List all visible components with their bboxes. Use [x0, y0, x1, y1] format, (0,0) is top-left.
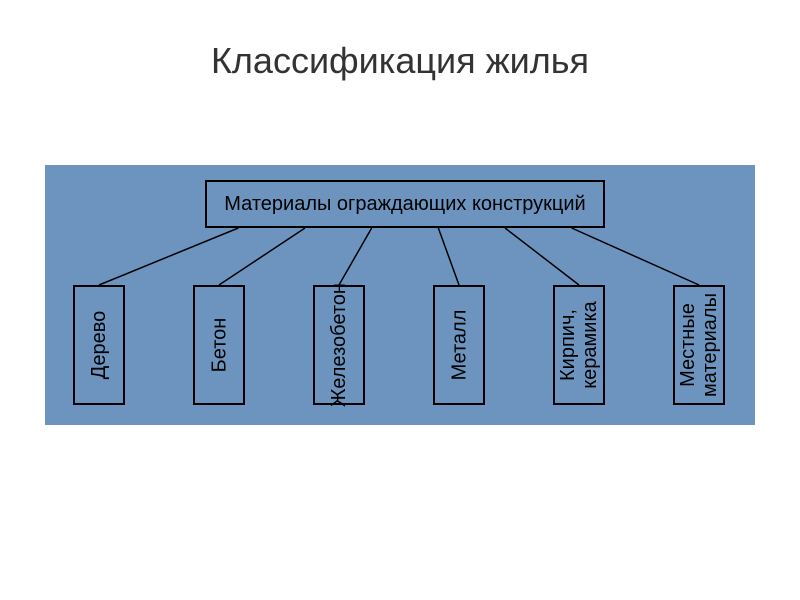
child-node: Металл — [433, 285, 485, 405]
child-node: Кирпич,керамика — [553, 285, 605, 405]
child-label: Бетон — [208, 318, 230, 373]
child-node: Железобетон — [313, 285, 365, 405]
child-node: Дерево — [73, 285, 125, 405]
child-node: Местныематериалы — [673, 285, 725, 405]
child-label: Железобетон — [328, 283, 350, 407]
child-label: Металл — [448, 310, 470, 381]
diagram-container: Материалы ограждающих конструкций Дерево… — [45, 165, 755, 425]
page-title: Классификация жилья — [0, 0, 800, 82]
child-label: Кирпич,керамика — [557, 301, 601, 389]
parent-node: Материалы ограждающих конструкций — [205, 180, 605, 228]
child-label: Дерево — [88, 311, 110, 379]
child-label: Местныематериалы — [677, 293, 721, 397]
child-node: Бетон — [193, 285, 245, 405]
parent-label: Материалы ограждающих конструкций — [224, 193, 585, 216]
